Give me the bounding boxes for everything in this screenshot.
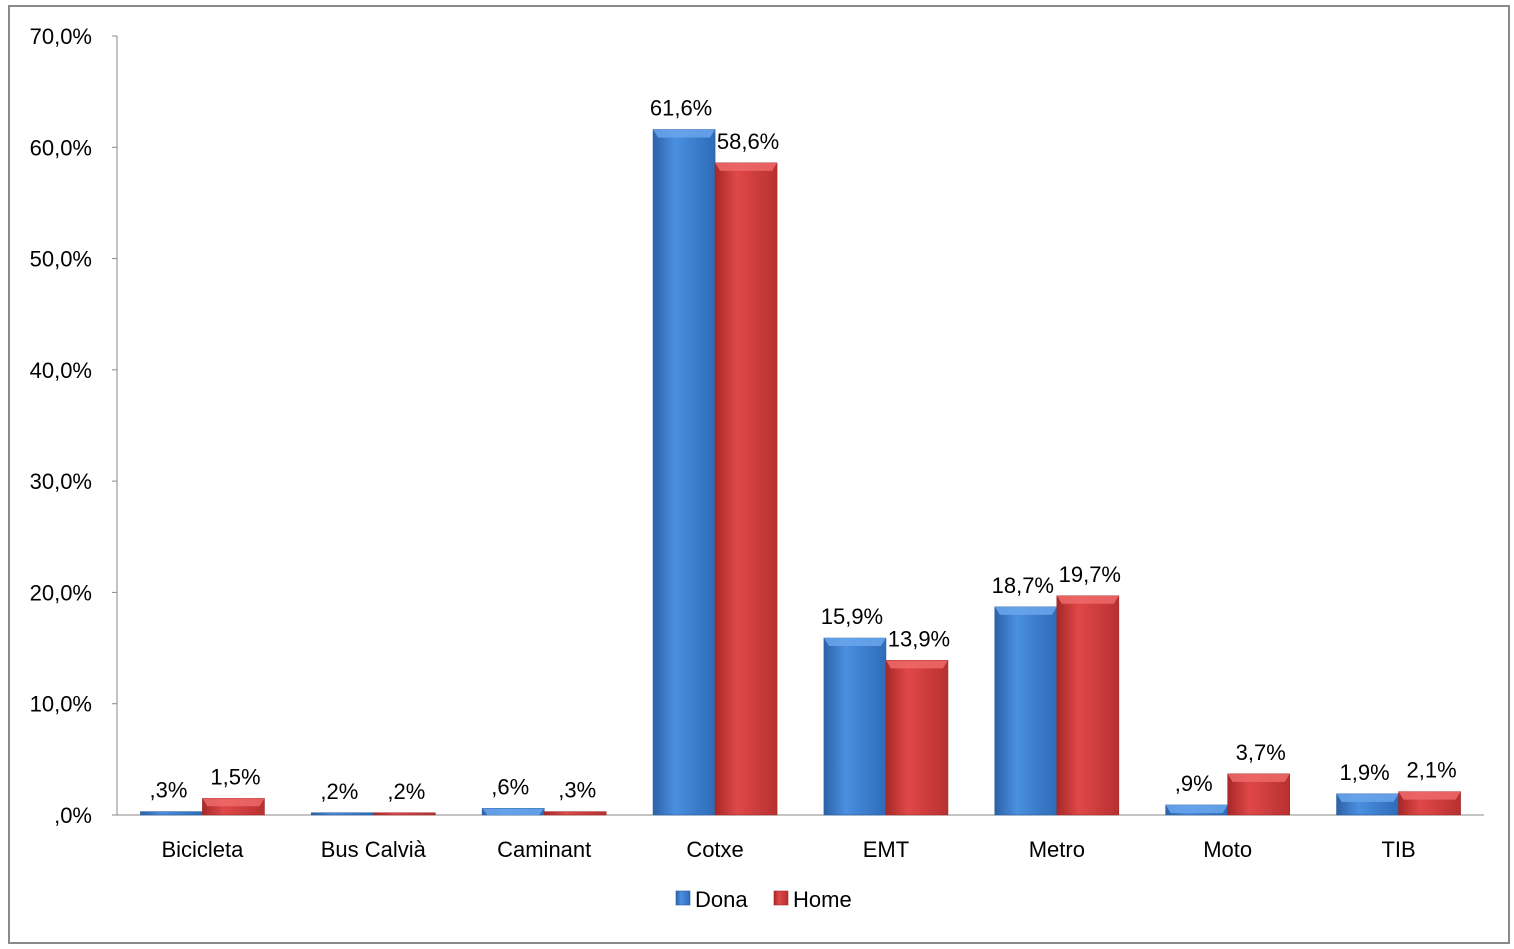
bar-bevel bbox=[1336, 793, 1399, 802]
y-tick-label: 30,0% bbox=[30, 469, 92, 494]
legend-swatch-home bbox=[773, 890, 789, 906]
y-tick-label: 50,0% bbox=[30, 247, 92, 272]
data-label: ,9% bbox=[1175, 771, 1213, 796]
bar-home bbox=[885, 660, 949, 816]
legend: Dona Home bbox=[675, 887, 852, 912]
axes: ,0% 10,0% 20,0% 30,0% 40,0% 50,0% 60,0% 70,0% Bi… bbox=[30, 24, 1484, 862]
bar-bevel bbox=[1056, 595, 1119, 604]
bar-bevel bbox=[823, 638, 886, 647]
bar-bevel bbox=[653, 129, 716, 138]
bar-dona bbox=[652, 129, 716, 816]
x-tick-label: Cotxe bbox=[686, 837, 743, 862]
bar-dona bbox=[823, 637, 887, 816]
data-label: ,3% bbox=[558, 778, 596, 803]
x-tick-label: Bicicleta bbox=[161, 837, 244, 862]
data-label: ,6% bbox=[491, 774, 529, 799]
y-tick-label: 20,0% bbox=[30, 580, 92, 605]
bar-bevel bbox=[482, 808, 545, 815]
data-label: 18,7% bbox=[992, 573, 1054, 598]
y-tick-label: ,0% bbox=[54, 803, 92, 828]
bar-home bbox=[714, 162, 778, 816]
data-label: 1,9% bbox=[1339, 760, 1389, 785]
data-label: 19,7% bbox=[1059, 562, 1121, 587]
bar-dona bbox=[311, 812, 374, 816]
bar-bevel bbox=[1227, 773, 1290, 782]
x-tick-label: TIB bbox=[1381, 837, 1415, 862]
data-label: 15,9% bbox=[821, 604, 883, 629]
legend-swatch-dona bbox=[675, 890, 691, 906]
bar-dona bbox=[140, 811, 203, 816]
x-tick-label: Bus Calvià bbox=[321, 837, 427, 862]
data-label: 61,6% bbox=[650, 95, 712, 120]
bar-dona bbox=[994, 606, 1058, 816]
bar-bevel bbox=[715, 162, 778, 171]
data-label: 58,6% bbox=[717, 129, 779, 154]
bar-bevel bbox=[1165, 804, 1228, 813]
bar-home bbox=[1056, 595, 1120, 816]
data-label: 2,1% bbox=[1406, 758, 1456, 783]
bar-bevel bbox=[202, 798, 265, 807]
data-label: 1,5% bbox=[210, 764, 260, 789]
data-label: ,3% bbox=[149, 778, 187, 803]
y-tick-label: 10,0% bbox=[30, 692, 92, 717]
data-label: ,2% bbox=[320, 779, 358, 804]
x-tick-label: Moto bbox=[1203, 837, 1252, 862]
bars bbox=[140, 129, 1461, 816]
legend-label-dona: Dona bbox=[695, 887, 748, 912]
y-tick-label: 40,0% bbox=[30, 358, 92, 383]
bar-bevel bbox=[885, 660, 948, 669]
data-label: 13,9% bbox=[888, 626, 950, 651]
bar-bevel bbox=[1398, 791, 1461, 800]
bar-bevel bbox=[994, 606, 1057, 615]
x-tick-label: EMT bbox=[863, 837, 909, 862]
bar-home bbox=[543, 811, 607, 816]
y-tick-label: 60,0% bbox=[30, 135, 92, 160]
data-label: ,2% bbox=[387, 779, 425, 804]
data-label: 3,7% bbox=[1236, 740, 1286, 765]
bar-home bbox=[373, 812, 436, 816]
legend-label-home: Home bbox=[793, 887, 852, 912]
x-tick-label: Metro bbox=[1029, 837, 1085, 862]
y-tick-label: 70,0% bbox=[30, 24, 92, 49]
x-tick-label: Caminant bbox=[497, 837, 591, 862]
data-labels: ,3% 1,5% ,2% ,2% ,6% ,3% 61,6%58,6% 15,9%13,9% 1… bbox=[149, 95, 1456, 803]
